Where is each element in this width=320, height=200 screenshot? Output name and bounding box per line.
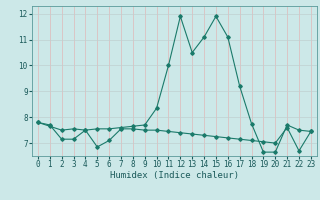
X-axis label: Humidex (Indice chaleur): Humidex (Indice chaleur): [110, 171, 239, 180]
